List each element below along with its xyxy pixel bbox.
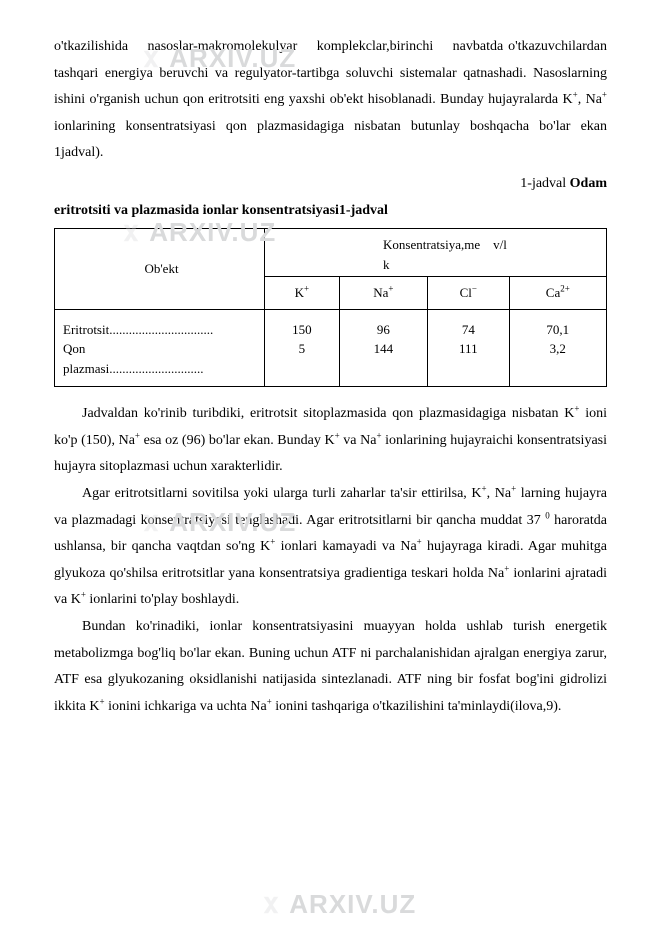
table-cell-na: 96144 [339,309,427,387]
paragraph-3: Agar eritrotsitlarni sovitilsa yoki ular… [54,481,607,614]
watermark-logo-icon [260,894,282,916]
paragraph-2: Jadvaldan ko'rinib turibdiki, eritrotsit… [54,401,607,481]
table-row-labels: Eritrotsit..............................… [55,309,265,387]
table-header-object: Ob'ekt [55,229,265,310]
table-cell-ca: 70,13,2 [509,309,606,387]
table-cell-k: 1505 [265,309,340,387]
table-header-k: K+ [265,277,340,310]
watermark-text: ARXIV.UZ [289,889,416,919]
paragraph-4: Bundan ko'rinadiki, ionlar konsentratsiy… [54,614,607,720]
table-title: eritrotsiti va plazmasida ionlar konsent… [54,198,607,225]
watermark: ARXIV.UZ [260,880,416,929]
ion-concentration-table: Ob'ekt Konsentratsiya,me v/l k K+ Na+ Cl… [54,228,607,387]
table-header-ca: Ca2+ [509,277,606,310]
table-header-konsentratsiya: Konsentratsiya,me v/l k [265,229,607,277]
table-header-cl: Cl− [428,277,510,310]
table-header-na: Na+ [339,277,427,310]
paragraph-1: o'tkazilishida nasoslar-makromolekulyar … [54,34,607,167]
table-cell-cl: 74111 [428,309,510,387]
table-label: 1-jadval Odam [54,171,607,198]
